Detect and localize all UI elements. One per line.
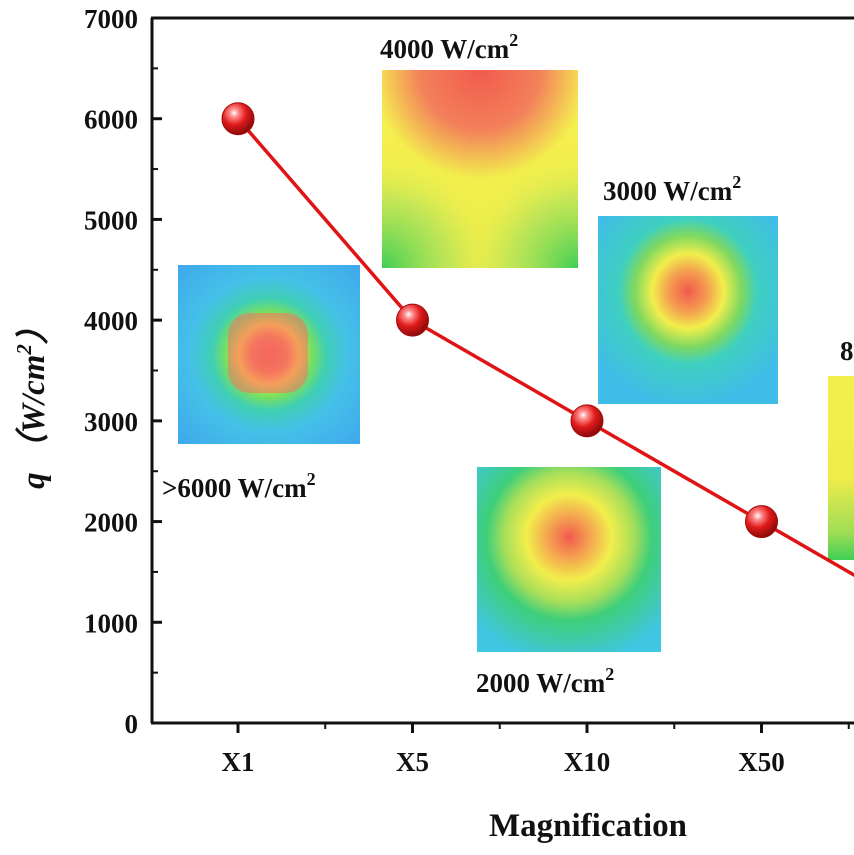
heatmap-x5-hot [382, 70, 578, 268]
x-axis-title: Magnification [489, 808, 687, 844]
x-tick-label: X10 [564, 747, 611, 777]
y-axis-title: q（W/cm2） [12, 311, 52, 489]
data-point-x50 [745, 505, 778, 539]
series-q [221, 102, 854, 577]
heatmap-x10 [598, 216, 778, 404]
y-tick-label: 2000 [84, 508, 138, 538]
data-point-x5 [396, 303, 429, 337]
inset-x5-label: 4000 W/cm2 [380, 30, 518, 64]
inset-x50-label: 2000 W/cm2 [476, 664, 614, 698]
inset-x100: 8 [828, 336, 854, 560]
x-tick-label: X5 [396, 747, 429, 777]
heatmap-x50 [477, 467, 661, 652]
y-axis-ticks: 0 1000 2000 3000 4000 5000 6000 7000 [84, 4, 162, 739]
y-tick-label: 3000 [84, 407, 138, 437]
y-tick-label: 1000 [84, 608, 138, 638]
y-tick-label: 5000 [84, 205, 138, 235]
x-tick-label: X1 [222, 747, 255, 777]
y-tick-label: 6000 [84, 105, 138, 135]
inset-x1-label: >6000 W/cm2 [162, 469, 316, 503]
heatmap-x100 [828, 376, 854, 560]
inset-x100-label: 8 [840, 336, 854, 366]
heatmap-x1-core [228, 313, 308, 393]
inset-x10-label: 3000 W/cm2 [603, 172, 741, 206]
inset-x10: 3000 W/cm2 [598, 172, 778, 404]
data-point-x10 [570, 404, 604, 438]
y-tick-label: 0 [125, 709, 139, 739]
data-point-x1 [221, 102, 255, 136]
heatmap-insets: >6000 W/cm2 4000 W/cm2 3000 W/cm2 2000 W… [162, 30, 854, 698]
inset-x1: >6000 W/cm2 [162, 265, 360, 503]
y-tick-label: 4000 [84, 306, 138, 336]
y-tick-label: 7000 [84, 4, 138, 34]
x-axis-ticks: X1 X5 X10 X50 [222, 723, 850, 777]
inset-x50: 2000 W/cm2 [476, 467, 661, 698]
inset-x5: 4000 W/cm2 [380, 30, 578, 268]
x-tick-label: X50 [738, 747, 785, 777]
